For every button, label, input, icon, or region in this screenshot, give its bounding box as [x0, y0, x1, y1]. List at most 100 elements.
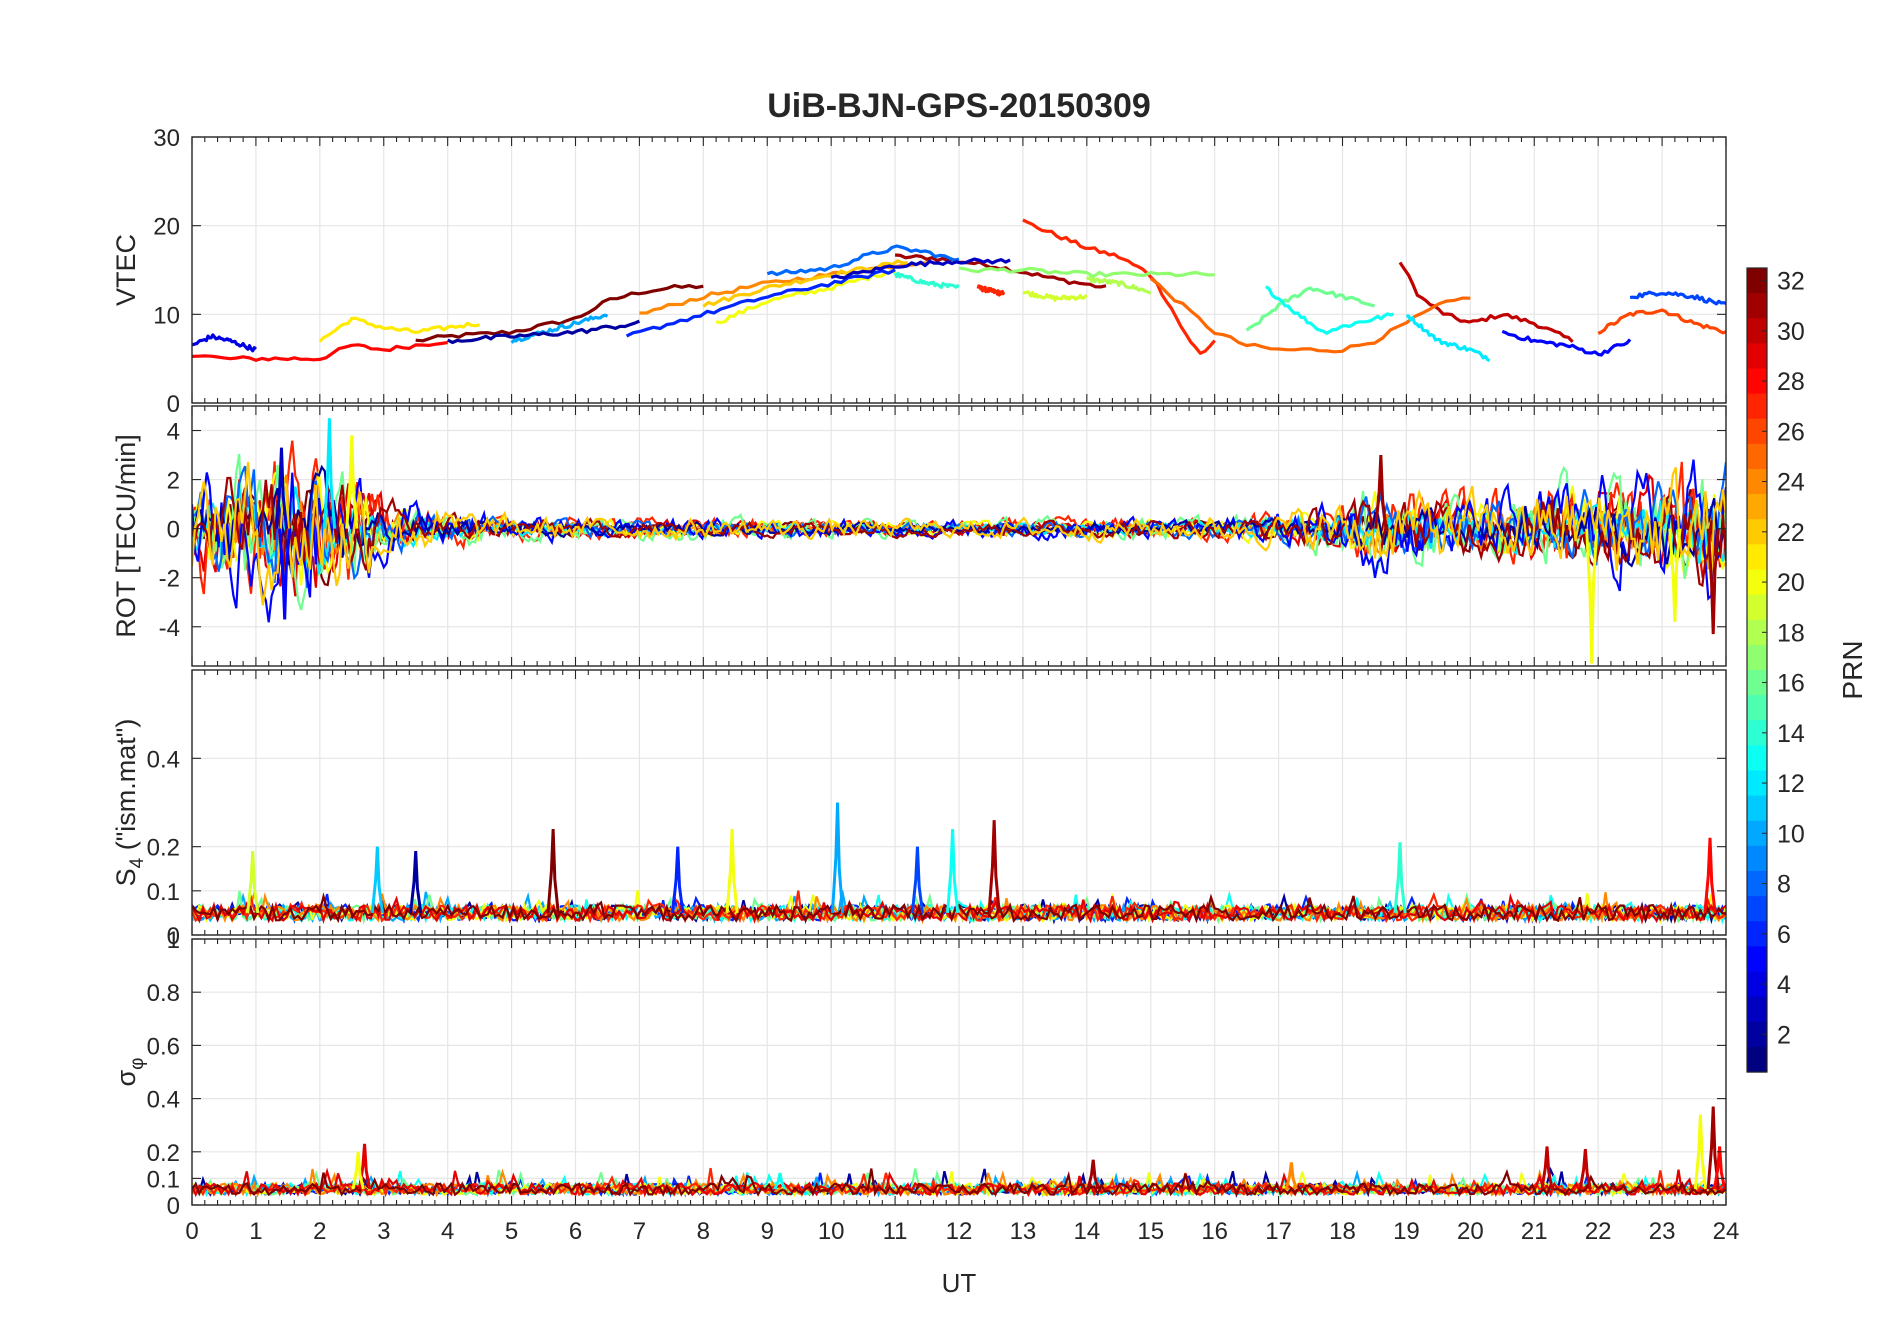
- x-tick-label: 0: [185, 1218, 198, 1245]
- x-tick-label: 15: [1137, 1218, 1164, 1245]
- y-axis-label: ROT [TECU/min]: [111, 434, 141, 638]
- x-tick-label: 21: [1521, 1218, 1548, 1245]
- colorbar-swatch-prn4: [1747, 971, 1767, 998]
- sigma_phi-spike-4: [1284, 1162, 1298, 1190]
- panel-s4: 0 0.1 0.2 0.4S4 ("ism.mat"): [111, 669, 1727, 950]
- x-tick-label: 8: [697, 1218, 710, 1245]
- y-tick-label: 2: [167, 468, 180, 495]
- vtec-series-prn18-13: [1085, 276, 1152, 295]
- s4-spike-4: [671, 846, 685, 914]
- y-tick-label: 0.1: [147, 879, 180, 906]
- colorbar-swatch-prn25: [1747, 443, 1767, 470]
- y-tick-label: 0: [167, 1193, 180, 1220]
- y-tick-label: -4: [159, 615, 180, 642]
- colorbar-swatch-prn7: [1747, 896, 1767, 922]
- x-ticks: [191, 670, 1727, 935]
- vtec-series-prn17-14: [958, 266, 1215, 279]
- chart-title: UiB-BJN-GPS-20150309: [767, 87, 1151, 125]
- vtec-series-prn20-11: [715, 270, 896, 325]
- sigma_phi-spike-0: [357, 1143, 372, 1190]
- colorbar-swatch-prn30: [1747, 318, 1767, 344]
- colorbar-tick-label: 6: [1777, 921, 1791, 949]
- colorbar-tick-label: 16: [1777, 670, 1805, 698]
- colorbar-tick-label: 24: [1777, 469, 1805, 497]
- y-axis: -4 -2 0 2 4: [159, 419, 1726, 642]
- y-tick-label: 0.6: [147, 1033, 180, 1060]
- vtec-series-prn21-10: [318, 316, 480, 343]
- colorbar-swatch-prn26: [1747, 418, 1767, 445]
- rot-spike-1: [274, 447, 289, 529]
- colorbar-swatch-prn3: [1747, 996, 1767, 1023]
- sigma_phi-spike-1: [351, 1151, 365, 1190]
- vtec-series-prn27-4: [1022, 218, 1216, 355]
- colorbar-swatch-prn13: [1747, 745, 1767, 772]
- rot-series-prn22: [192, 461, 1726, 606]
- y-tick-label: 1: [167, 927, 180, 954]
- x-tick-label: 17: [1265, 1218, 1292, 1245]
- series-group: [192, 1106, 1726, 1199]
- y-tick-label: 30: [153, 125, 180, 152]
- vtec-series-prn16-15: [1245, 286, 1375, 332]
- s4-spike-5: [725, 828, 739, 914]
- y-axis-label: VTEC: [111, 234, 141, 306]
- vtec-series-prn7-21: [1629, 290, 1726, 306]
- s4-spike-8: [945, 828, 960, 914]
- s4-spike-10: [1393, 842, 1407, 914]
- s4-spike-3: [546, 828, 560, 914]
- vtec-series-prn14-16: [893, 271, 960, 289]
- y-tick-label: 0.4: [147, 1087, 180, 1114]
- vtec-series-prn4-24: [192, 333, 257, 353]
- x-tick-label: 1: [249, 1218, 262, 1245]
- vtec-series-prn30-2: [1398, 261, 1574, 343]
- x-tick-label: 19: [1393, 1218, 1420, 1245]
- colorbar-swatch-prn11: [1747, 795, 1767, 822]
- colorbar-frame: [1746, 267, 1768, 1073]
- s4-spike-9: [987, 820, 1001, 914]
- colorbar-swatch-prn19: [1747, 594, 1767, 621]
- vtec-series-prn5-23: [1501, 329, 1632, 357]
- x-tick-label: 10: [818, 1218, 845, 1245]
- colorbar-tick-label: 22: [1777, 519, 1805, 547]
- x-axis-label: UT: [942, 1268, 977, 1298]
- x-tick-label: 9: [761, 1218, 774, 1245]
- colorbar-tick-label: 30: [1777, 318, 1805, 346]
- colorbar-tick-label: 32: [1777, 268, 1805, 296]
- colorbar-swatch-prn16: [1747, 670, 1767, 696]
- colorbar-swatch-prn9: [1747, 845, 1767, 872]
- vtec-series-prn2-26: [446, 319, 641, 345]
- rot-spike-2: [322, 418, 337, 529]
- colorbar-swatch-prn5: [1747, 946, 1767, 973]
- colorbar-swatch-prn21: [1747, 544, 1767, 571]
- colorbar-tick-label: 26: [1777, 418, 1805, 446]
- s4-spike-1: [370, 846, 384, 914]
- y-tick-label: -2: [159, 566, 180, 593]
- y-tick-label: 20: [153, 214, 180, 241]
- sigma_phi-spike-5: [1540, 1146, 1554, 1190]
- x-tick-label: 14: [1073, 1218, 1100, 1245]
- sigma_phi-spike-2: [773, 1172, 787, 1190]
- colorbar-swatch-prn23: [1747, 494, 1767, 520]
- vtec-series-prn12-18: [1406, 314, 1491, 363]
- x-tick-label: 23: [1649, 1218, 1676, 1245]
- y-tick-label: 0.1: [147, 1166, 180, 1193]
- y-axis: 0 0.1 0.2 0.4: [147, 746, 1726, 950]
- x-tick-label: 6: [569, 1218, 582, 1245]
- colorbar-swatch-prn14: [1747, 720, 1767, 746]
- rot-series-prn31: [192, 476, 1726, 588]
- x-tick-label: 13: [1010, 1218, 1037, 1245]
- colorbar-swatch-prn1: [1747, 1046, 1767, 1073]
- y-axis-label: σφ: [111, 1058, 148, 1087]
- x-ticks: [191, 939, 1727, 1205]
- x-tick-label: 2: [313, 1218, 326, 1245]
- y-tick-label: 4: [167, 419, 180, 446]
- x-ticks: [191, 406, 1727, 666]
- vtec-series-prn6-22: [625, 268, 896, 338]
- vtec-series-prn13-17: [1264, 285, 1395, 335]
- y-tick-label: 0: [167, 517, 180, 544]
- colorbar-swatch-prn2: [1747, 1021, 1767, 1048]
- vtec-series-prn32-0: [415, 283, 704, 343]
- s4-spike-11: [1703, 837, 1717, 914]
- rot-spike-0: [278, 528, 292, 620]
- series-group: [192, 418, 1726, 664]
